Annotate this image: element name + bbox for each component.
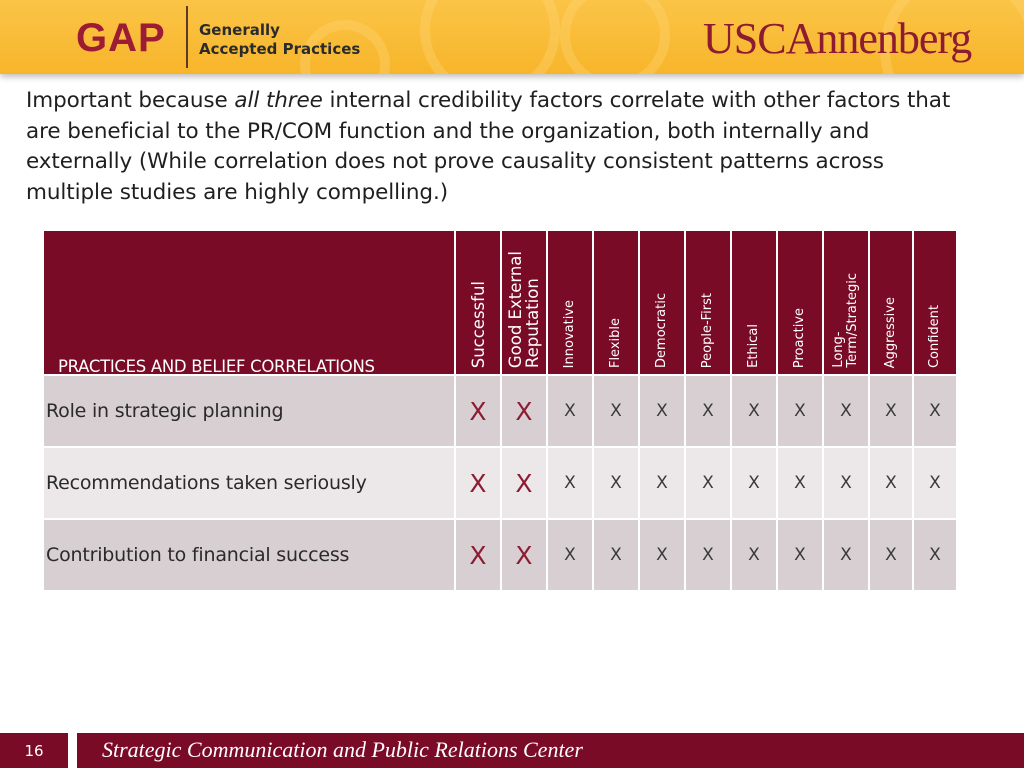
table-corner-header: PRACTICES AND BELIEF CORRELATIONS — [42, 229, 456, 376]
correlation-mark: X — [912, 518, 958, 592]
correlation-mark: X — [776, 374, 824, 448]
slide-number: 16 — [0, 733, 68, 768]
column-header-aggressive: Aggressive — [868, 229, 914, 376]
correlation-mark: X — [638, 446, 686, 520]
table-header-row: PRACTICES AND BELIEF CORRELATIONS Succes… — [42, 229, 958, 376]
usc-annenberg-logo: USCAnnenberg — [703, 14, 972, 63]
correlation-mark: X — [730, 374, 778, 448]
gap-subtitle-line1: Generally — [199, 21, 280, 39]
column-label: Democratic — [654, 293, 669, 368]
table-corner-label: PRACTICES AND BELIEF CORRELATIONS — [58, 357, 375, 376]
column-header-ethical: Ethical — [730, 229, 778, 376]
column-header-long-term-strategic: Long- Term/Strategic — [822, 229, 870, 376]
correlation-mark: X — [592, 518, 640, 592]
footer-separator — [68, 733, 77, 768]
column-header-flexible: Flexible — [592, 229, 640, 376]
column-label: People-First — [700, 292, 715, 368]
correlation-mark: X — [912, 446, 958, 520]
correlation-mark: X — [454, 374, 502, 448]
footer-bar — [0, 733, 1024, 768]
row-label: Recommendations taken seriously — [42, 446, 456, 520]
gap-subtitle: Generally Accepted Practices — [199, 21, 360, 59]
column-label: Proactive — [792, 307, 807, 368]
column-label: Successful — [468, 280, 488, 368]
column-label: Ethical — [746, 324, 761, 368]
column-label: Aggressive — [883, 296, 898, 368]
correlation-mark: X — [730, 518, 778, 592]
row-label: Contribution to financial success — [42, 518, 456, 592]
correlation-mark: X — [868, 518, 914, 592]
column-label: Innovative — [562, 299, 577, 368]
table-row: Contribution to financial success X X X … — [42, 518, 958, 592]
header-banner: GAP Generally Accepted Practices USCAnne… — [0, 0, 1024, 74]
correlation-mark: X — [868, 374, 914, 448]
intro-italic: all three — [234, 88, 323, 113]
correlation-mark: X — [912, 374, 958, 448]
correlation-mark: X — [500, 518, 548, 592]
intro-paragraph: Important because all three internal cre… — [26, 86, 956, 208]
correlation-mark: X — [776, 446, 824, 520]
gap-subtitle-line2: Accepted Practices — [199, 40, 361, 58]
gap-logo: GAP — [76, 16, 166, 60]
correlation-mark: X — [454, 518, 502, 592]
column-header-confident: Confident — [912, 229, 958, 376]
correlation-mark: X — [500, 374, 548, 448]
column-header-successful: Successful — [454, 229, 502, 376]
row-label: Role in strategic planning — [42, 374, 456, 448]
correlation-mark: X — [730, 446, 778, 520]
correlation-mark: X — [546, 374, 594, 448]
correlation-mark: X — [546, 518, 594, 592]
correlation-mark: X — [638, 374, 686, 448]
correlation-mark: X — [638, 518, 686, 592]
correlation-mark: X — [776, 518, 824, 592]
correlation-mark: X — [684, 518, 732, 592]
column-label: Flexible — [608, 317, 623, 368]
column-header-democratic: Democratic — [638, 229, 686, 376]
column-header-innovative: Innovative — [546, 229, 594, 376]
table-row: Recommendations taken seriously X X X X … — [42, 446, 958, 520]
correlation-mark: X — [822, 518, 870, 592]
correlation-mark: X — [684, 446, 732, 520]
correlation-mark: X — [592, 446, 640, 520]
correlation-mark: X — [822, 374, 870, 448]
intro-after-italic: internal credibility factors correlate w… — [26, 88, 951, 205]
intro-before-italic: Important because — [26, 88, 235, 113]
correlation-mark: X — [500, 446, 548, 520]
correlation-mark: X — [868, 446, 914, 520]
column-label: Confident — [927, 304, 942, 368]
correlation-mark: X — [454, 446, 502, 520]
column-label: Long- Term/Strategic — [831, 273, 860, 368]
logo-divider — [186, 6, 188, 68]
correlation-table: PRACTICES AND BELIEF CORRELATIONS Succes… — [42, 229, 958, 592]
correlation-mark: X — [684, 374, 732, 448]
column-label: Good External Reputation — [506, 250, 542, 368]
footer-center-name: Strategic Communication and Public Relat… — [102, 737, 583, 762]
column-header-proactive: Proactive — [776, 229, 824, 376]
column-header-people-first: People-First — [684, 229, 732, 376]
correlation-mark: X — [822, 446, 870, 520]
column-header-good-external-reputation: Good External Reputation — [500, 229, 548, 376]
correlation-mark: X — [546, 446, 594, 520]
table-row: Role in strategic planning X X X X X X X… — [42, 374, 958, 448]
correlation-mark: X — [592, 374, 640, 448]
